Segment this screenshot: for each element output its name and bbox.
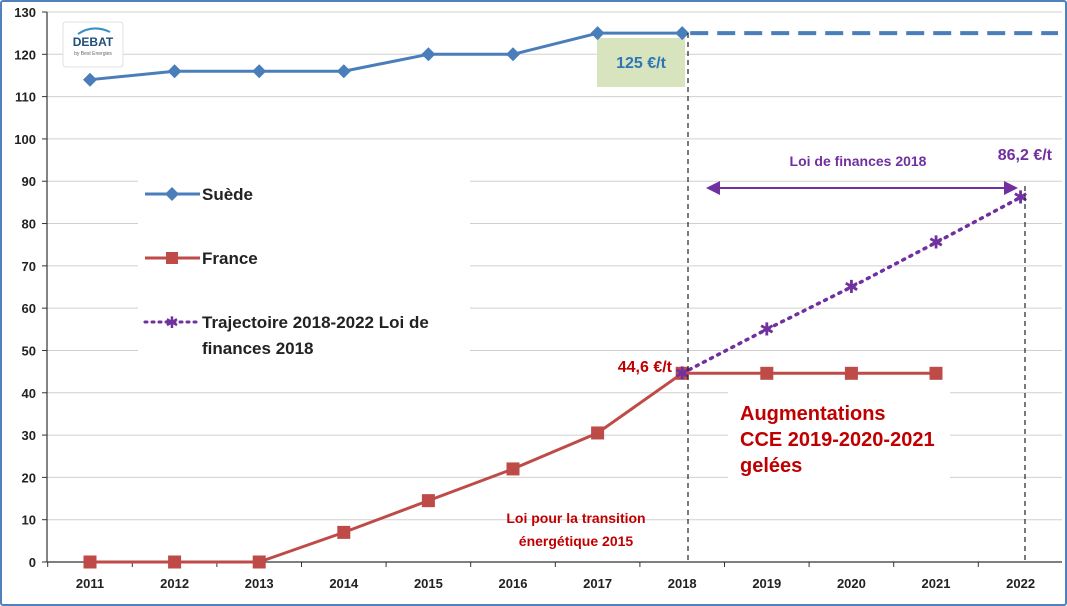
diamond-marker-icon: [165, 187, 179, 201]
y-tick-label-40: 40: [22, 386, 36, 401]
legend-item-france: France: [145, 249, 258, 268]
point-france-2017: [591, 426, 605, 440]
y-tick-label-50: 50: [22, 343, 36, 358]
sweden-value-box: [597, 38, 685, 87]
y-tick-labels: 0 10 20 30 40 50 60 70 80 90 100 110 120 130: [14, 5, 36, 570]
legend-box: [138, 170, 470, 370]
loi-transition-line1: Loi pour la transition: [506, 510, 645, 526]
x-tick-label-2016: 2016: [499, 576, 528, 591]
x-tick-label-2014: 2014: [329, 576, 359, 591]
point-sweden-2011: [83, 72, 97, 87]
point-france-2021: [929, 366, 943, 380]
series-line-sweden: [89, 31, 683, 82]
legend-item-sweden: Suède: [145, 185, 253, 204]
trajectory-value-label: 86,2 €/t: [998, 147, 1053, 164]
y-tick-label-30: 30: [22, 428, 36, 443]
augmentations-line3: gelées: [740, 455, 802, 477]
legend: Suède France ✱ Trajectoire 2018-2022 Loi…: [143, 185, 429, 358]
star-marker-icon: ✱: [165, 315, 178, 332]
x-tick-label-2018: 2018: [668, 576, 697, 591]
point-france-2020: [844, 366, 858, 380]
y-tick-label-120: 120: [14, 47, 36, 62]
point-france-2013: [252, 555, 266, 569]
loi-transition-line2: énergétique 2015: [519, 533, 634, 549]
point-france-2019: [760, 366, 774, 380]
point-trajectory-2019: ✱: [759, 319, 774, 340]
augmentations-box: [728, 392, 950, 490]
point-trajectory-2022: ✱: [1013, 187, 1028, 208]
x-tick-label-2022: 2022: [1006, 576, 1035, 591]
y-tick-label-110: 110: [15, 90, 36, 105]
point-sweden-2013: [252, 64, 267, 79]
point-sweden-2014: [336, 64, 351, 79]
point-trajectory-2018: ✱: [675, 363, 690, 384]
y-tick-label-130: 130: [14, 5, 36, 20]
point-sweden-2018: [675, 26, 690, 41]
debat-logo: DEBAT by Best Energies: [62, 21, 124, 68]
legend-label-sweden: Suède: [202, 185, 253, 204]
sweden-value-label: 125 €/t: [616, 55, 666, 72]
point-trajectory-2021: ✱: [928, 233, 943, 254]
logo-text: DEBAT: [73, 35, 114, 49]
x-tick-label-2011: 2011: [76, 576, 104, 591]
y-tick-label-90: 90: [22, 174, 36, 189]
point-trajectory-2020: ✱: [844, 277, 859, 298]
x-tick-label-2012: 2012: [160, 576, 189, 591]
point-france-2012: [168, 555, 182, 569]
x-tick-label-2017: 2017: [583, 576, 612, 591]
x-tick-label-2020: 2020: [837, 576, 866, 591]
x-tick-label-2019: 2019: [752, 576, 781, 591]
point-sweden-2017: [590, 26, 605, 41]
logo-subtext: by Best Energies: [74, 51, 112, 57]
point-france-2016: [506, 462, 520, 476]
augmentations-line1: Augmentations: [740, 403, 886, 425]
x-tick-label-2015: 2015: [414, 576, 443, 591]
y-tick-label-10: 10: [22, 513, 36, 528]
loi-finances-arrow: [706, 181, 1018, 195]
y-tick-label-70: 70: [22, 259, 36, 274]
france-value-label: 44,6 €/t: [618, 359, 673, 376]
y-tick-label-100: 100: [14, 132, 36, 147]
y-tick-label-80: 80: [22, 217, 36, 232]
legend-label-france: France: [202, 249, 258, 268]
square-marker-icon: [166, 252, 178, 264]
point-sweden-2016: [506, 47, 520, 62]
loi-finances-label: Loi de finances 2018: [790, 153, 927, 169]
series-line-trajectory: [680, 195, 1023, 376]
x-tick-labels: 2011 2012 2013 2014 2015 2016 2017 2018 2019 2020…: [76, 576, 1035, 591]
legend-label-trajectory-line1: Trajectoire 2018-2022 Loi de: [202, 313, 429, 332]
logo-arc-icon: [77, 27, 111, 35]
y-tick-label-20: 20: [22, 470, 36, 485]
point-sweden-2012: [167, 64, 182, 79]
point-france-2015: [421, 494, 435, 508]
x-tick-label-2013: 2013: [245, 576, 274, 591]
legend-item-trajectory: ✱ Trajectoire 2018-2022 Loi de finances …: [143, 313, 429, 358]
y-tick-label-0: 0: [29, 555, 36, 570]
augmentations-line2: CCE 2019-2020-2021: [740, 429, 935, 451]
y-tick-label-60: 60: [22, 301, 36, 316]
point-france-2011: [83, 555, 97, 569]
point-france-2014: [337, 525, 351, 539]
point-sweden-2015: [421, 47, 436, 62]
series-layer: ✱ ✱ ✱ ✱ ✱: [83, 26, 1058, 569]
legend-label-trajectory-line2: finances 2018: [202, 339, 314, 358]
x-tick-label-2021: 2021: [922, 576, 951, 591]
